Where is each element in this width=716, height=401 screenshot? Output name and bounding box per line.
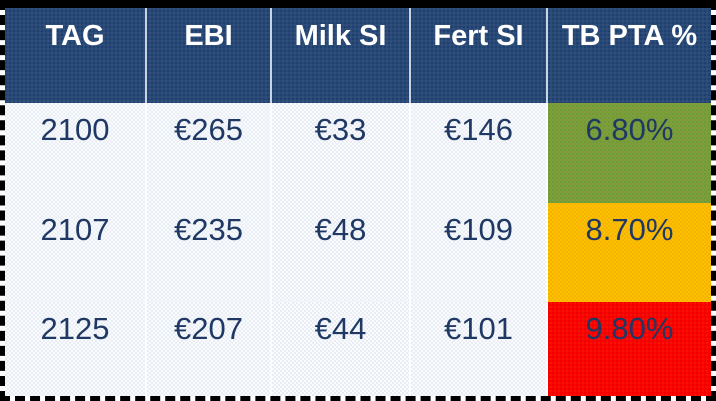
cell-tag-row1: 2100 bbox=[5, 103, 147, 203]
header-cell-fert-si: Fert SI bbox=[411, 8, 548, 103]
cell-fert-si-row1: €146 bbox=[411, 103, 548, 203]
cell-ebi-row3: €207 bbox=[147, 302, 272, 396]
cell-tag-row3: 2125 bbox=[5, 302, 147, 396]
cell-tb-pta-row3-status-red: 9.80% bbox=[548, 302, 711, 396]
cell-milk-si-row3: €44 bbox=[272, 302, 411, 396]
header-cell-tag: TAG bbox=[5, 8, 147, 103]
cell-fert-si-row3: €101 bbox=[411, 302, 548, 396]
header-cell-tb-pta: TB PTA % bbox=[548, 8, 711, 103]
cell-ebi-row2: €235 bbox=[147, 203, 272, 302]
cell-tb-pta-row2-status-amber: 8.70% bbox=[548, 203, 711, 302]
cell-tag-row2: 2107 bbox=[5, 203, 147, 302]
cell-tb-pta-row1-status-green: 6.80% bbox=[548, 103, 711, 203]
header-cell-ebi: EBI bbox=[147, 8, 272, 103]
cell-fert-si-row2: €109 bbox=[411, 203, 548, 302]
cell-milk-si-row2: €48 bbox=[272, 203, 411, 302]
cell-ebi-row1: €265 bbox=[147, 103, 272, 203]
cell-milk-si-row1: €33 bbox=[272, 103, 411, 203]
data-table: TAG EBI Milk SI Fert SI TB PTA % 2100 €2… bbox=[5, 8, 711, 396]
header-cell-milk-si: Milk SI bbox=[272, 8, 411, 103]
